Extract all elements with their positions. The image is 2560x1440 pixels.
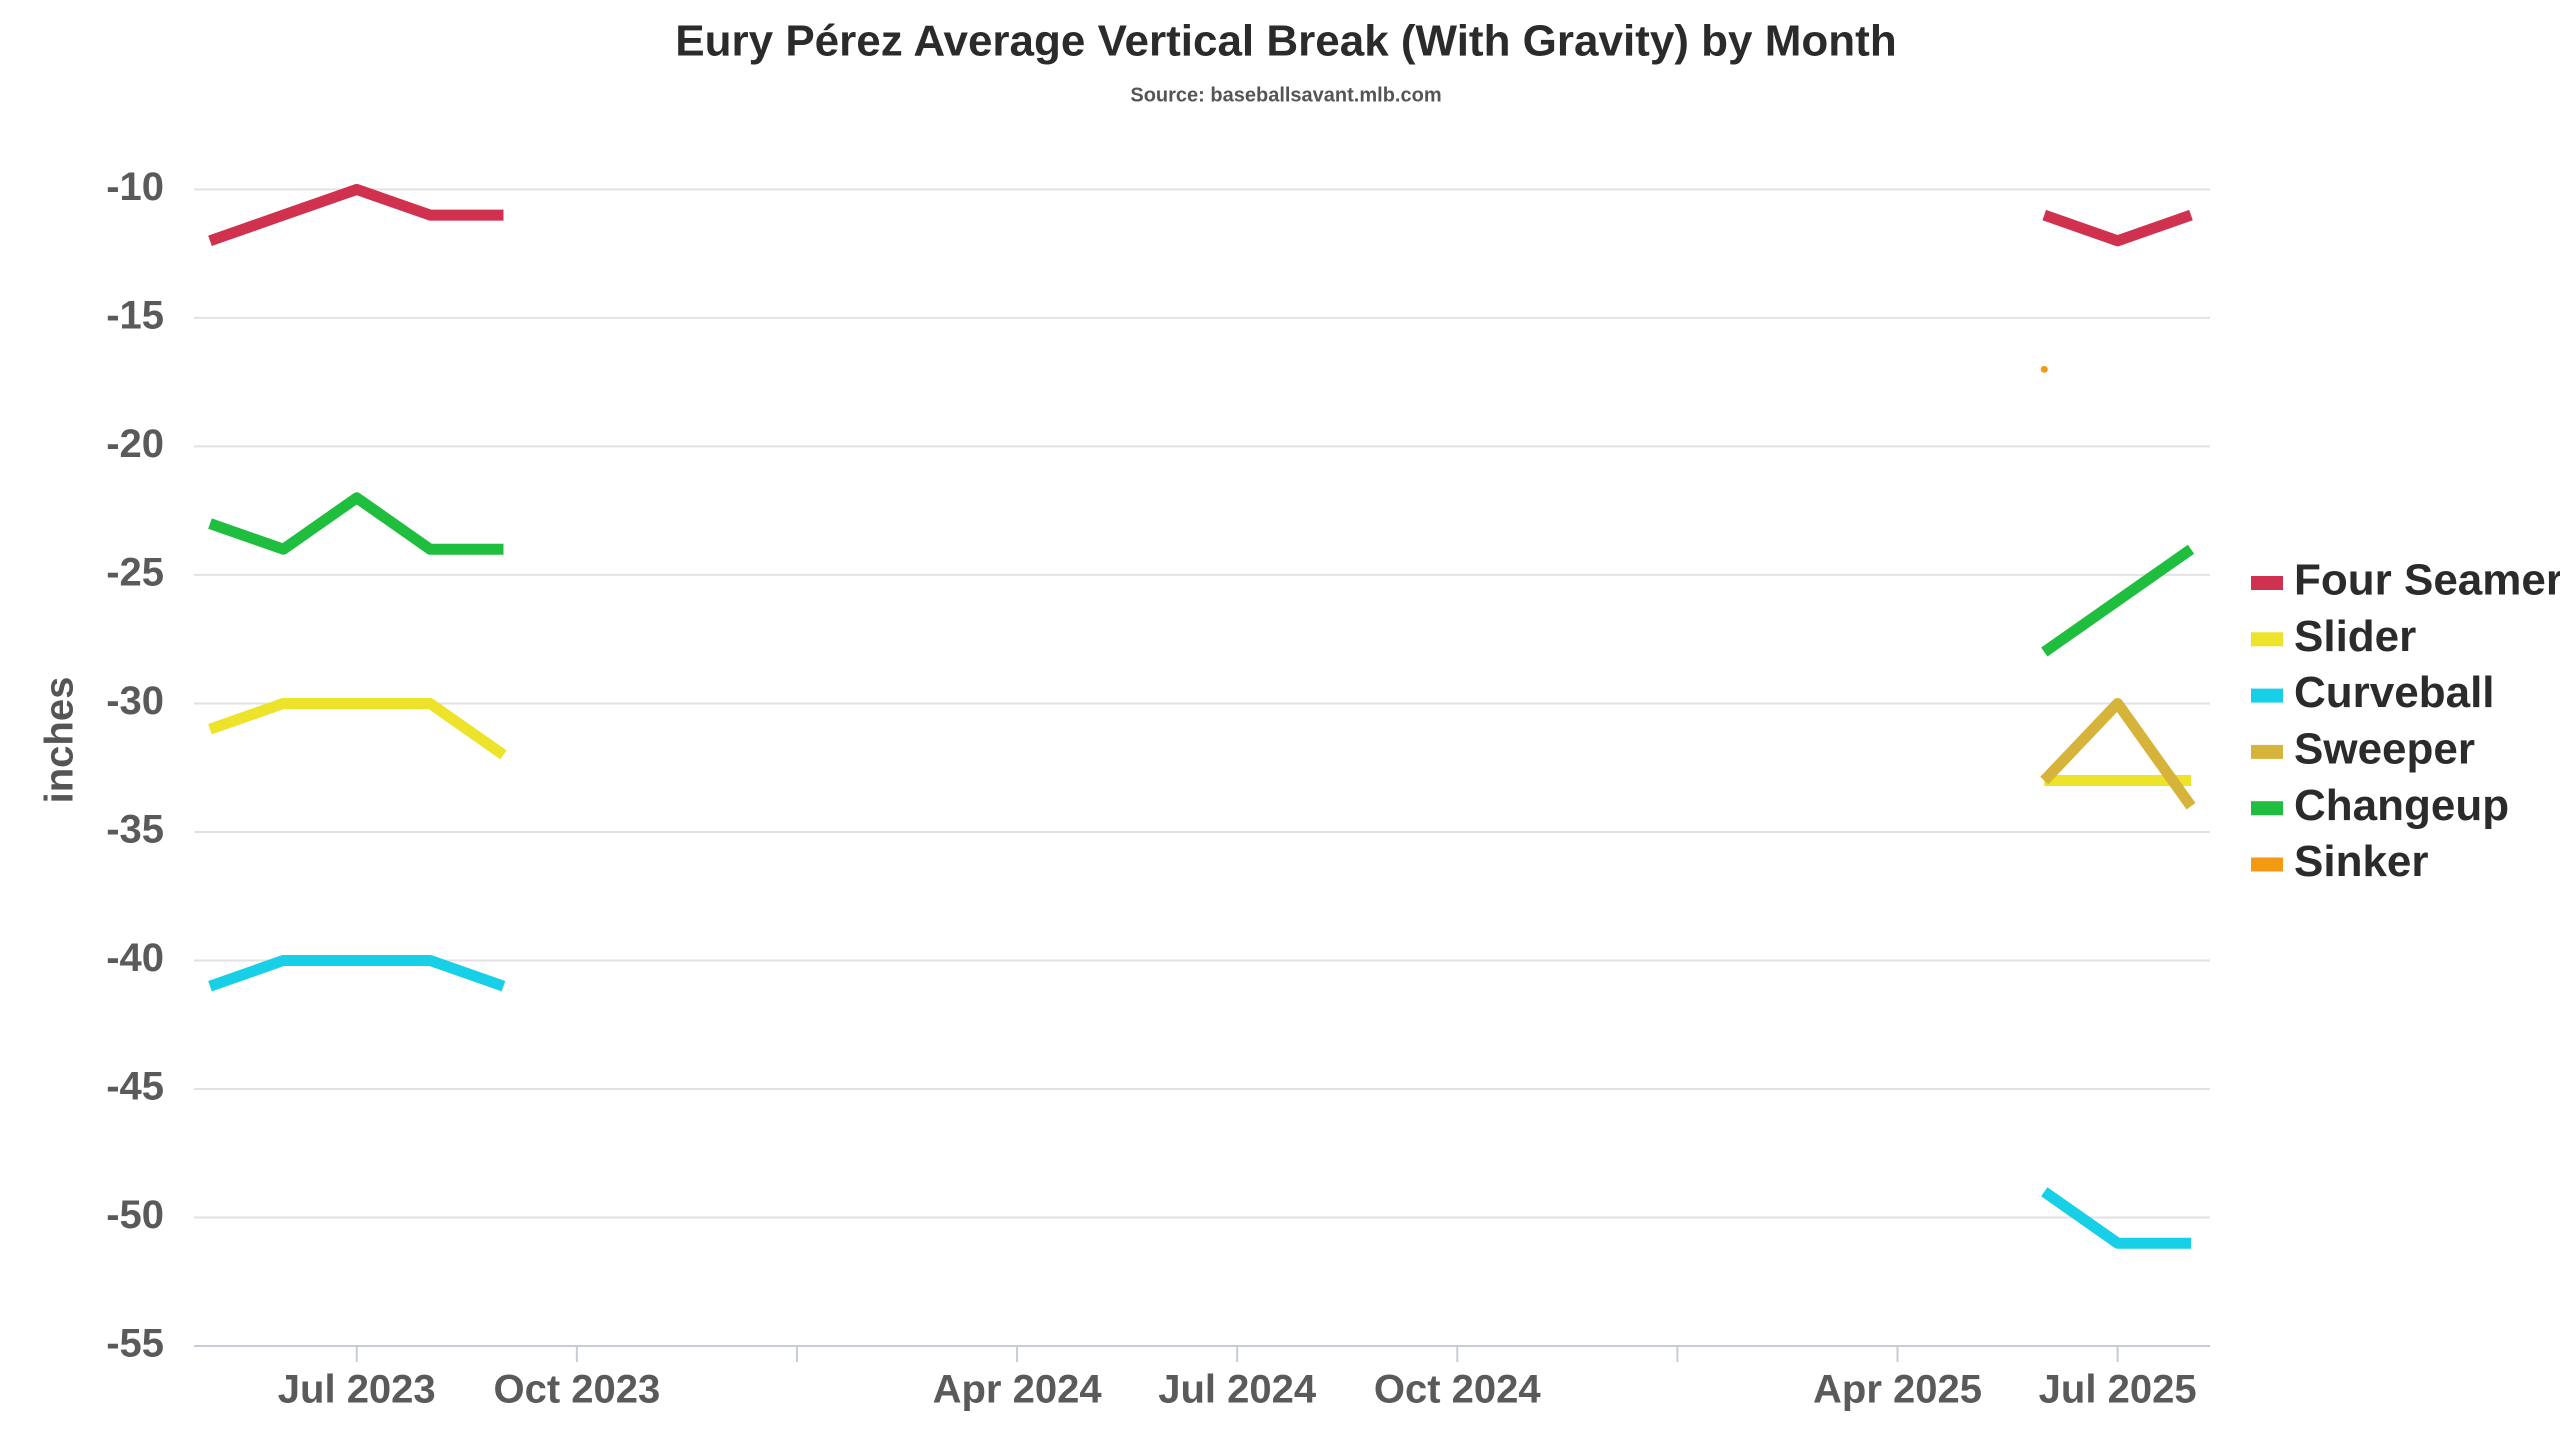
x-tick-label: Oct 2024 xyxy=(1374,1368,1542,1412)
y-tick-label: -50 xyxy=(106,1193,164,1237)
legend-label: Curveball xyxy=(2294,668,2495,717)
y-tick-label: -20 xyxy=(106,422,164,466)
x-tick-label: Apr 2025 xyxy=(1813,1368,1982,1412)
series-line xyxy=(208,697,507,760)
legend-swatch xyxy=(2251,688,2283,703)
legend-swatch xyxy=(2251,744,2283,759)
y-tick-label: -30 xyxy=(106,679,164,723)
y-axis-title: inches xyxy=(38,677,82,804)
y-tick-label: -10 xyxy=(106,165,164,209)
data-point xyxy=(2040,365,2048,373)
series-line xyxy=(2040,697,2196,810)
legend-swatch xyxy=(2251,576,2283,590)
legend-label: Changeup xyxy=(2294,781,2509,830)
legend-label: Sweeper xyxy=(2294,725,2475,774)
series-line xyxy=(208,183,504,246)
y-tick-label: -55 xyxy=(106,1322,164,1366)
x-tick-label: Jul 2025 xyxy=(2039,1368,2197,1412)
chart-title: Eury Pérez Average Vertical Break (With … xyxy=(675,17,1896,66)
series-line xyxy=(2041,544,2195,657)
x-tick-label: Apr 2024 xyxy=(933,1368,1103,1412)
y-tick-label: -25 xyxy=(106,550,164,594)
legend-swatch xyxy=(2251,857,2283,872)
x-tick-label: Jul 2024 xyxy=(1158,1368,1317,1412)
y-tick-label: -40 xyxy=(106,936,164,980)
legend-label: Four Seamer xyxy=(2294,556,2560,605)
x-tick-label: Oct 2023 xyxy=(493,1368,660,1412)
series-line xyxy=(2042,209,2193,247)
legend-swatch xyxy=(2251,801,2283,816)
legend-swatch xyxy=(2251,632,2283,647)
series-line xyxy=(208,954,506,992)
x-tick-label: Jul 2023 xyxy=(278,1368,436,1412)
chart-subtitle: Source: baseballsavant.mlb.com xyxy=(1130,84,1441,106)
legend-label: Sinker xyxy=(2294,837,2429,886)
series-line xyxy=(208,492,504,555)
legend-label: Slider xyxy=(2294,612,2416,661)
series-line xyxy=(2041,1187,2191,1249)
y-tick-label: -45 xyxy=(106,1065,164,1109)
y-tick-label: -35 xyxy=(106,808,164,852)
y-tick-label: -15 xyxy=(106,293,164,337)
